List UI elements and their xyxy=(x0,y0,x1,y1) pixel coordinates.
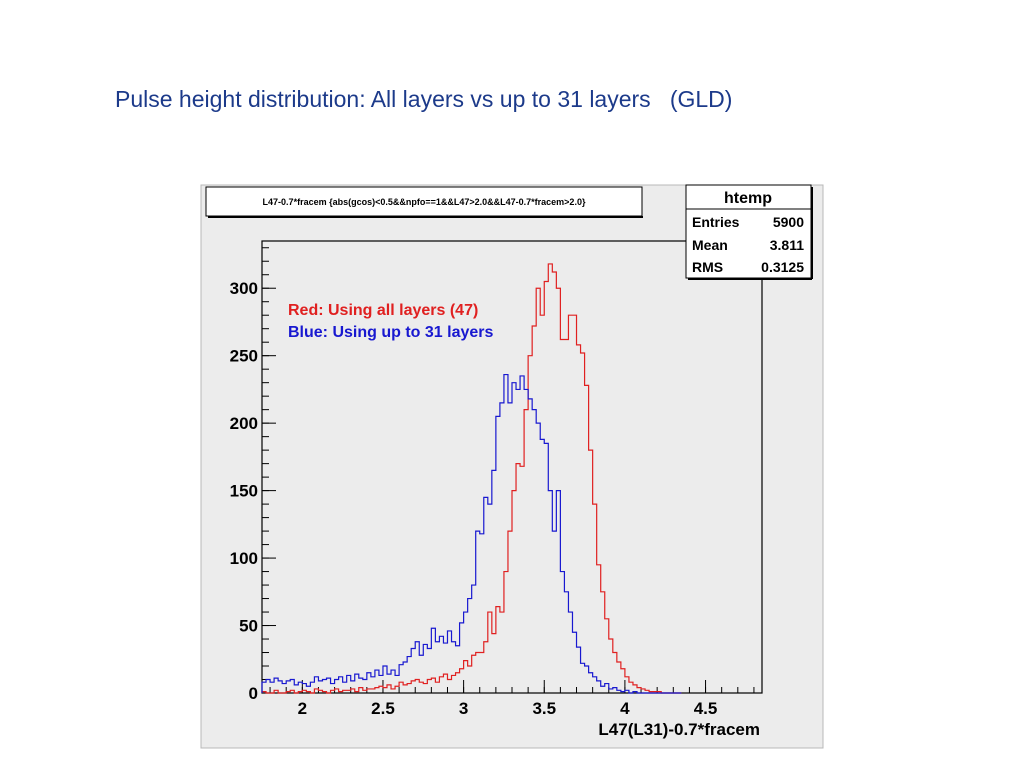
x-tick-label: 3.5 xyxy=(532,699,556,718)
axis-ticks: 2 2.5 3 3.5 4 4.5 0 50 100 150 200 250 300 xyxy=(230,247,755,718)
x-tick-label: 4 xyxy=(620,699,630,718)
stats-mean-label: Mean xyxy=(692,237,728,253)
stats-entries-label: Entries xyxy=(692,214,740,230)
x-tick-label: 2 xyxy=(298,699,307,718)
y-tick-label: 150 xyxy=(230,482,258,501)
stats-title: htemp xyxy=(724,190,772,207)
stats-mean-value: 3.811 xyxy=(770,237,804,253)
legend-blue-text: Blue: Using up to 31 layers xyxy=(288,324,493,341)
histogram-series xyxy=(261,263,682,694)
series-red-line xyxy=(261,263,682,694)
cut-label: L47-0.7*fracem {abs(gcos)<0.5&&npfo==1&&… xyxy=(263,197,586,207)
stats-rms-label: RMS xyxy=(692,259,723,275)
y-tick-label: 0 xyxy=(249,684,258,703)
y-tick-label: 100 xyxy=(230,549,258,568)
x-tick-label: 3 xyxy=(459,699,468,718)
stats-rms-value: 0.3125 xyxy=(761,259,804,275)
x-tick-label: 2.5 xyxy=(371,699,395,718)
series-blue-line xyxy=(261,373,682,694)
y-tick-label: 50 xyxy=(239,617,258,636)
y-tick-label: 200 xyxy=(230,414,258,433)
x-tick-label: 4.5 xyxy=(694,699,718,718)
slide-title: Pulse height distribution: All layers vs… xyxy=(115,86,733,112)
x-axis-label: L47(L31)-0.7*fracem xyxy=(598,720,760,739)
y-tick-label: 300 xyxy=(230,279,258,298)
y-tick-label: 250 xyxy=(230,347,258,366)
stats-box: htemp Entries 5900 Mean 3.811 RMS 0.3125 xyxy=(685,184,813,280)
stats-entries-value: 5900 xyxy=(773,214,804,230)
legend-red-text: Red: Using all layers (47) xyxy=(288,302,478,319)
cut-label-box xyxy=(205,186,643,217)
